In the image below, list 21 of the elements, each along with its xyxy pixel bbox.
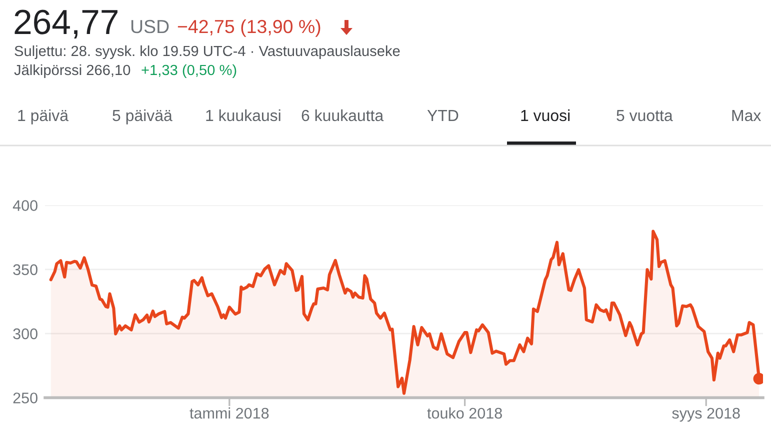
text: 6 kuukautta xyxy=(302,109,384,122)
y-tick-label: 300 xyxy=(13,328,38,340)
text: 5 päivää xyxy=(112,109,172,124)
text: USD xyxy=(131,20,169,34)
text: Jälkipörssi 266,10 xyxy=(14,64,130,78)
y-tick-label: 400 xyxy=(12,200,38,211)
chart-subtitle: Suljettu: 28. syysk. klo 19.59 UTC-4 · Vastuuvapauslauseke xyxy=(14,45,400,60)
text: 1 vuosi xyxy=(521,109,570,122)
text: 1 kuukausi xyxy=(206,109,280,122)
text: 1 päivä xyxy=(18,109,69,124)
x-tick-label: tammi 2018 xyxy=(190,407,269,419)
x-tick-label: syys 2018 xyxy=(672,408,740,422)
text: YTD xyxy=(427,110,458,121)
y-tick-label: 350 xyxy=(13,264,38,276)
chart-title: 264,77 xyxy=(14,10,118,38)
text: −42,75 (13,90 %) xyxy=(178,19,320,37)
text: +1,33 (0,50 %) xyxy=(142,64,236,78)
text: 5 vuotta xyxy=(616,110,673,122)
y-tick-label: 250 xyxy=(13,392,38,404)
x-tick-label: touko 2018 xyxy=(427,407,502,419)
text: Max xyxy=(732,110,761,122)
